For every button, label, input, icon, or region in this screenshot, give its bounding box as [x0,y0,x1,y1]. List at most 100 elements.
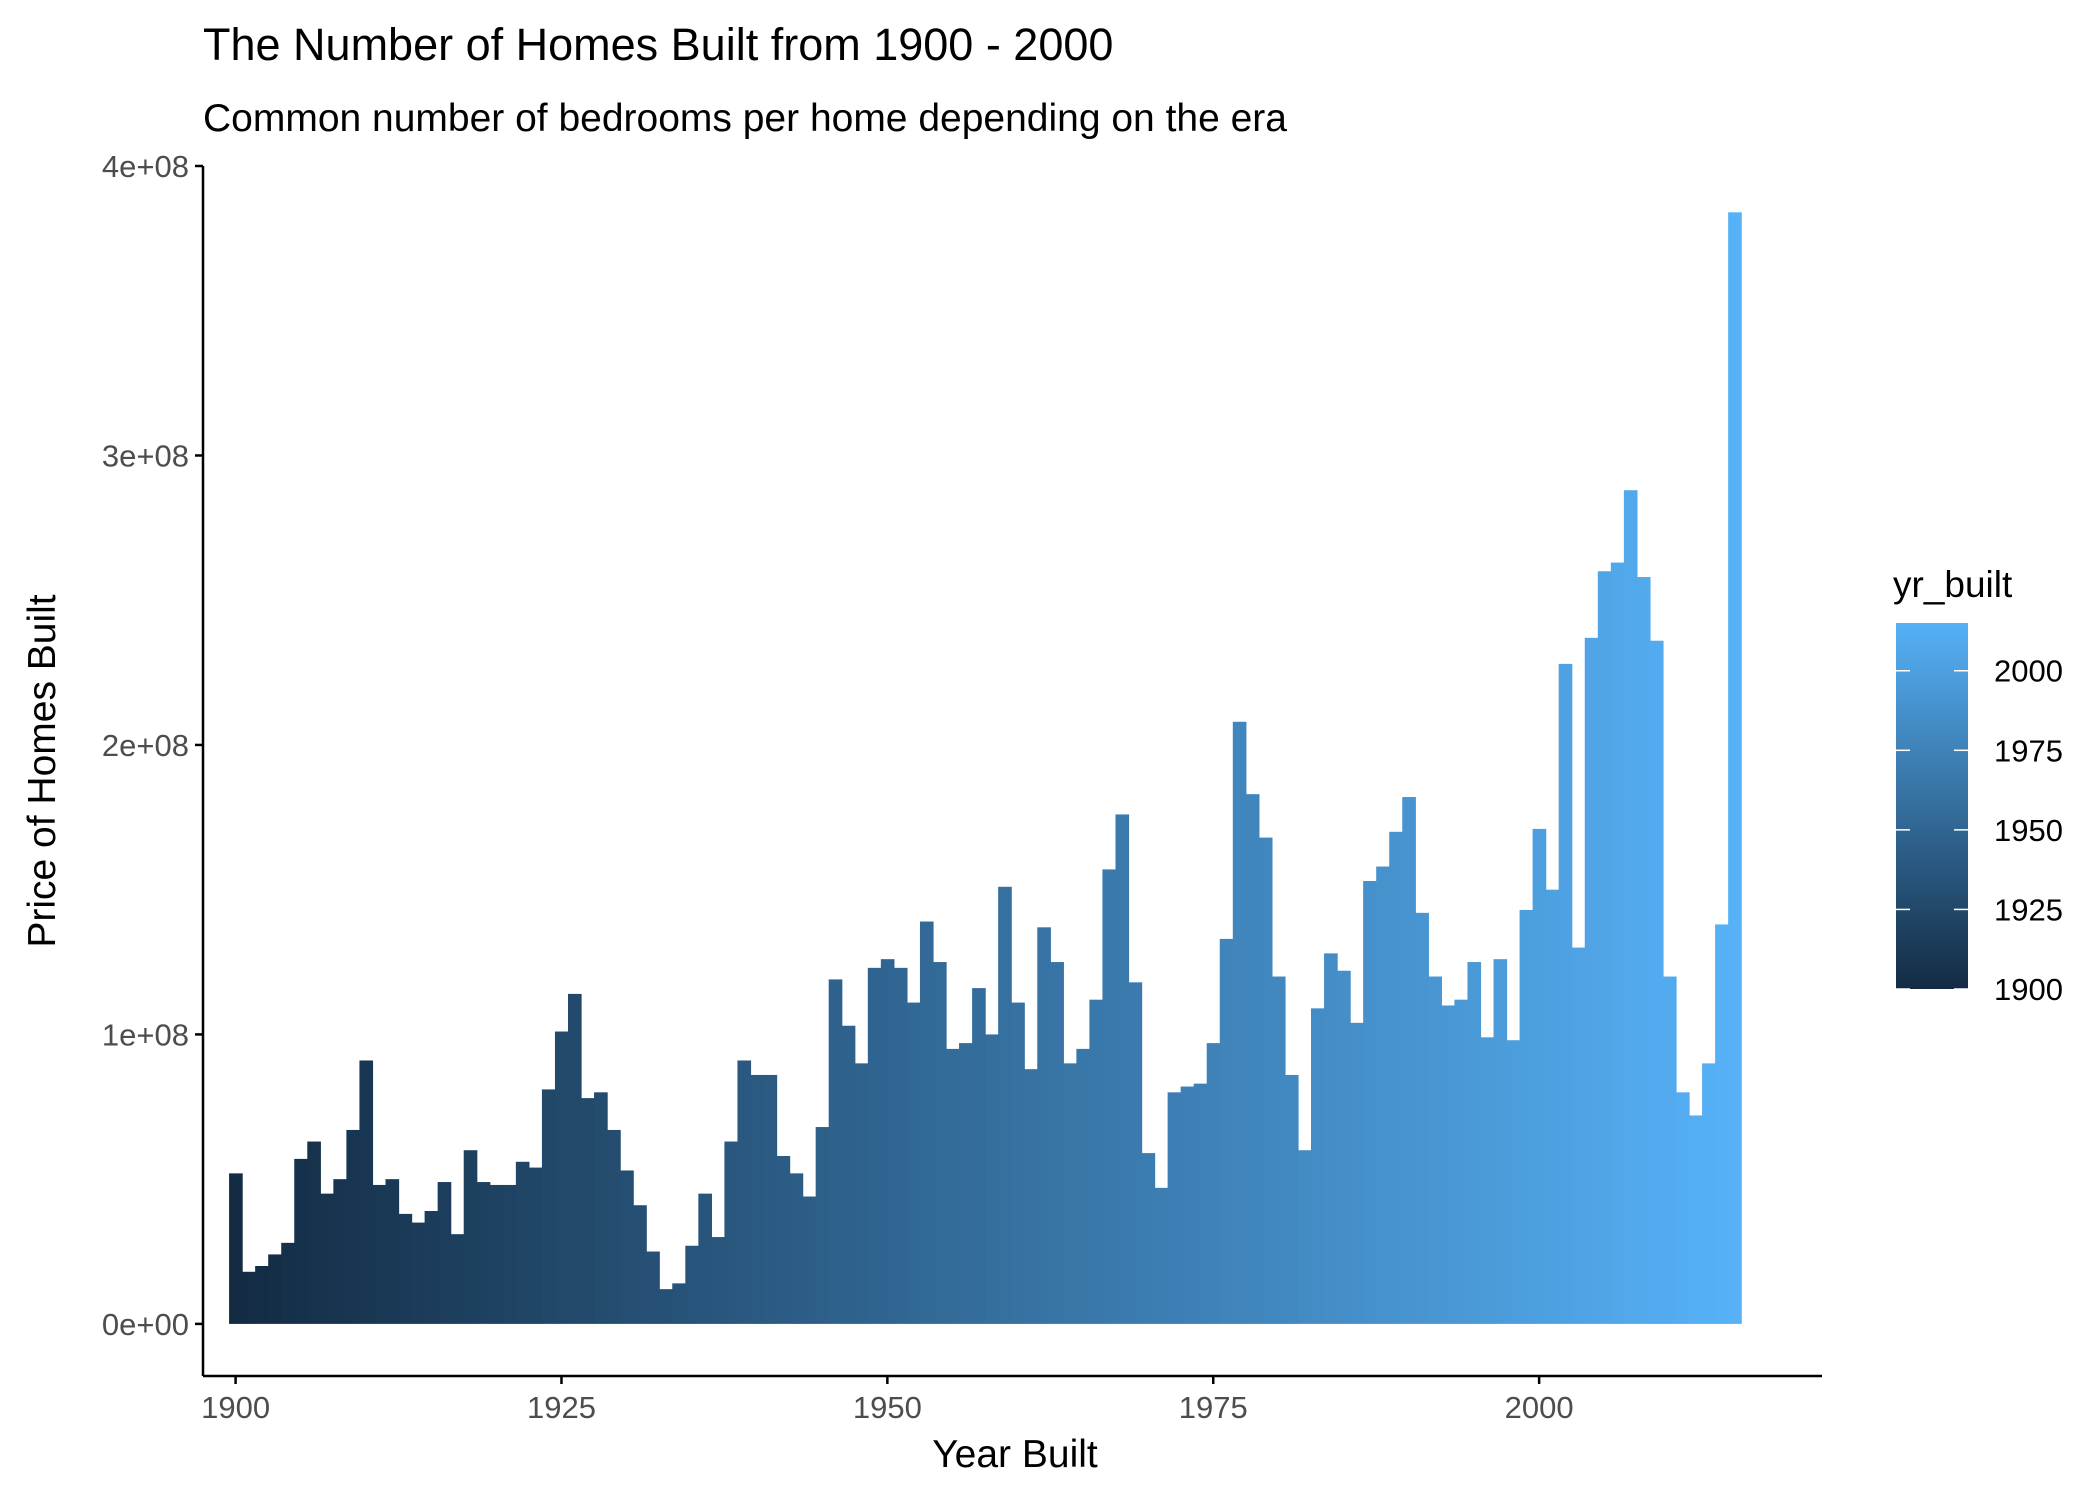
legend-title: yr_built [1893,564,2013,605]
bar-1957 [972,988,986,1324]
bar-1906 [307,1141,321,1324]
bar-1930 [620,1170,634,1324]
bar-1920 [489,1184,504,1324]
bar-1970 [1141,1153,1156,1324]
bar-1965 [1076,1048,1091,1324]
bar-1927 [581,1098,595,1324]
bar-1980 [1271,976,1286,1324]
bar-1934 [672,1283,686,1324]
bar-1950 [880,959,895,1324]
legend-label: 1975 [1994,733,2063,768]
bar-1996 [1480,1037,1495,1324]
bar-2009 [1649,640,1664,1324]
bar-1982 [1297,1150,1312,1324]
bar-1990 [1402,797,1416,1324]
bar-1918 [463,1150,478,1324]
bar-1973 [1180,1086,1195,1324]
bar-1907 [320,1193,334,1324]
bar-1993 [1441,1005,1456,1324]
bar-1984 [1324,953,1338,1324]
bar-2012 [1689,1115,1703,1324]
bar-1951 [893,967,908,1324]
x-tick-label: 1975 [1179,1390,1248,1425]
bar-1932 [646,1251,660,1324]
x-tick-label: 2000 [1505,1390,1574,1425]
y-axis-title: Price of Homes Built [21,594,64,947]
bar-1947 [841,1025,856,1324]
bar-1958 [985,1034,999,1324]
bar-1939 [737,1060,752,1324]
bar-1999 [1519,909,1534,1324]
bar-1983 [1311,1008,1325,1324]
bar-2010 [1662,976,1677,1324]
chart-subtitle: Common number of bedrooms per home depen… [203,97,1287,140]
bar-1904 [281,1242,295,1324]
bar-1963 [1050,962,1064,1324]
bar-1979 [1258,837,1273,1324]
bar-1945 [815,1127,830,1324]
bar-1972 [1167,1092,1182,1324]
bar-1995 [1467,962,1482,1324]
bar-2011 [1676,1092,1690,1324]
bar-1919 [476,1182,491,1324]
bar-2005 [1597,571,1612,1324]
bar-1974 [1193,1083,1208,1324]
legend: yr_built 2000 1975 1950 1925 1900 [1893,564,2063,1007]
bar-2002 [1558,663,1573,1324]
bar-1949 [867,967,882,1324]
x-tick-label: 1925 [527,1390,596,1425]
bar-1923 [528,1167,543,1324]
bar-1953 [919,921,934,1324]
bar-1975 [1206,1043,1221,1324]
legend-label: 1925 [1994,892,2063,927]
bar-2000 [1532,828,1547,1324]
bar-2003 [1571,947,1586,1324]
bar-1941 [763,1074,778,1324]
bar-1968 [1115,814,1130,1324]
y-axis-ticks: 0e+00 1e+08 2e+08 3e+08 4e+08 [102,149,203,1342]
bar-1937 [711,1237,726,1324]
bar-1931 [633,1205,647,1324]
bar-1940 [750,1074,765,1324]
legend-ticks: 2000 1975 1950 1925 1900 [1896,654,2063,1007]
chart-title: The Number of Homes Built from 1900 - 20… [203,19,1113,70]
y-tick-label: 4e+08 [102,149,189,184]
bar-2006 [1610,562,1625,1324]
bar-1997 [1493,959,1508,1324]
bar-1964 [1063,1063,1077,1324]
bar-1987 [1363,881,1377,1324]
bar-1944 [802,1196,817,1324]
bar-1959 [998,886,1012,1324]
y-tick-label: 0e+00 [102,1307,189,1342]
y-tick-label: 2e+08 [102,728,189,763]
bar-1971 [1154,1187,1169,1324]
bar-1908 [333,1179,347,1324]
bar-1921 [502,1184,517,1324]
bar-1922 [515,1161,530,1324]
bar-1942 [776,1156,791,1324]
bar-2015 [1728,212,1742,1324]
bar-1901 [242,1271,256,1324]
bar-1913 [398,1213,413,1324]
bar-1992 [1428,976,1442,1324]
y-tick-label: 3e+08 [102,438,189,473]
bar-1977 [1232,721,1247,1324]
bar-1916 [437,1182,452,1324]
bar-1917 [450,1234,465,1324]
bar-1960 [1011,1002,1025,1324]
bar-1952 [906,1002,921,1324]
bar-1985 [1337,970,1351,1324]
bar-series [229,212,1742,1324]
bar-2007 [1623,490,1638,1324]
bar-1998 [1506,1040,1521,1324]
bar-1943 [789,1173,804,1324]
bar-2004 [1584,637,1599,1324]
bar-1991 [1415,912,1429,1324]
bar-2014 [1715,924,1729,1324]
x-tick-label: 1950 [853,1390,922,1425]
legend-colorbar [1896,623,1968,989]
bar-1928 [594,1092,608,1324]
bar-2008 [1636,577,1651,1324]
bar-1954 [932,962,947,1324]
